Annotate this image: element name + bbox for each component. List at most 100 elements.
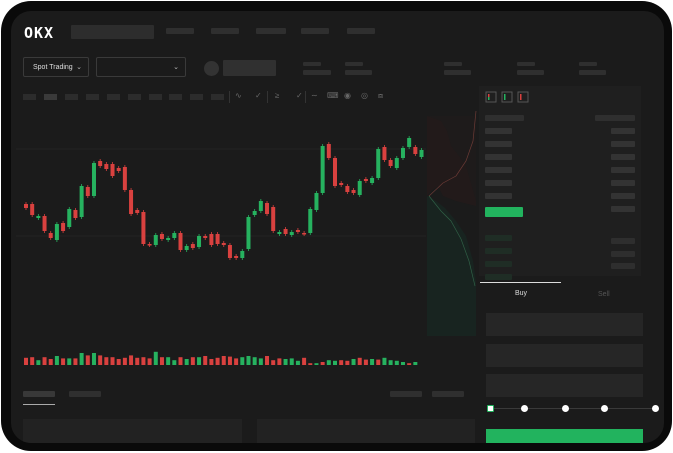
ask-row-amount[interactable] (611, 141, 635, 147)
timeframe-button[interactable] (149, 94, 162, 100)
candle-body (141, 212, 146, 244)
nav-item[interactable] (256, 28, 286, 34)
filter-button[interactable] (432, 391, 464, 397)
timeframe-button[interactable] (169, 94, 182, 100)
ask-row-price[interactable] (485, 128, 512, 134)
candlestick-chart[interactable] (11, 101, 481, 391)
nav-item[interactable] (301, 28, 329, 34)
line-tool-icon[interactable]: ∼ (311, 91, 318, 100)
timeframe-button[interactable] (190, 94, 203, 100)
amount-input[interactable] (486, 344, 643, 367)
ask-row-price[interactable] (485, 180, 512, 186)
candle-body (326, 144, 331, 158)
fullscreen-icon[interactable]: ⧈ (378, 91, 384, 100)
search-bar[interactable] (71, 25, 154, 39)
bid-row-price[interactable] (485, 261, 512, 267)
tab-buy[interactable]: Buy (515, 290, 528, 297)
tab-open-orders[interactable] (23, 391, 55, 397)
timeframe-button-active[interactable] (44, 94, 57, 100)
ask-row-amount[interactable] (611, 193, 635, 199)
candle (153, 233, 158, 247)
volume-bar (413, 362, 418, 365)
candle-body (221, 243, 226, 245)
nav-item[interactable] (211, 28, 239, 34)
candle-body (104, 164, 109, 169)
ask-row-amount[interactable] (611, 128, 635, 134)
pair-selector-dropdown[interactable]: ⌄ (96, 57, 186, 77)
bid-row-amount[interactable] (611, 238, 635, 244)
candle-body (234, 256, 239, 258)
candle (221, 241, 226, 247)
filter-button[interactable] (390, 391, 422, 397)
candle (73, 208, 78, 220)
candle (345, 184, 350, 194)
indicator-icon[interactable]: ∿ (235, 91, 242, 100)
bid-row-amount[interactable] (611, 251, 635, 257)
candle (302, 231, 307, 236)
timeframe-button[interactable] (211, 94, 224, 100)
nav-item[interactable] (347, 28, 375, 34)
book-asks-icon[interactable] (517, 91, 529, 103)
slider-handle[interactable] (487, 405, 494, 412)
book-bids-icon[interactable] (501, 91, 513, 103)
volume-bar (382, 357, 387, 365)
ask-row-amount[interactable] (611, 180, 635, 186)
chevron-down-icon[interactable]: ✓ (296, 91, 303, 100)
ask-row-price[interactable] (485, 154, 512, 160)
active-tab-underline (480, 282, 561, 283)
bid-row-amount[interactable] (611, 263, 635, 269)
candle-body (357, 181, 362, 195)
candle-body (178, 233, 183, 250)
timeframe-button[interactable] (107, 94, 120, 100)
settings-icon[interactable]: ◎ (361, 91, 368, 100)
candle (382, 145, 387, 162)
book-both-icon[interactable] (485, 91, 497, 103)
timeframe-button[interactable] (23, 94, 36, 100)
timeframe-button[interactable] (86, 94, 99, 100)
ask-row-amount[interactable] (611, 206, 635, 212)
slider-stop-75[interactable] (601, 405, 608, 412)
pair-price (223, 60, 276, 76)
tab-sell[interactable]: Sell (598, 291, 610, 298)
candle (190, 242, 195, 250)
volume-bar (178, 357, 183, 365)
candle-body (85, 187, 90, 196)
bid-row-price[interactable] (485, 235, 512, 241)
candle (104, 162, 109, 171)
slider-stop-25[interactable] (521, 405, 528, 412)
volume-bar (388, 360, 393, 365)
candle (394, 156, 399, 170)
price-input[interactable] (486, 313, 643, 336)
slider-stop-50[interactable] (562, 405, 569, 412)
price-type-icon[interactable]: ≥ (275, 91, 280, 100)
bid-row-price[interactable] (485, 248, 512, 254)
ask-row-price[interactable] (485, 141, 512, 147)
slider-stop-100[interactable] (652, 405, 659, 412)
ask-row-amount[interactable] (611, 154, 635, 160)
ask-row-price[interactable] (485, 193, 512, 199)
candle (85, 185, 90, 198)
candle-body (159, 234, 164, 239)
total-input[interactable] (486, 374, 643, 397)
ruler-icon[interactable]: ⌨ (327, 91, 339, 100)
ask-row-amount[interactable] (611, 167, 635, 173)
nav-item[interactable] (166, 28, 194, 34)
candle (61, 221, 66, 233)
timeframe-button[interactable] (65, 94, 78, 100)
candle (184, 244, 189, 252)
chevron-down-icon[interactable]: ✓ (255, 91, 262, 100)
candle (407, 136, 412, 149)
bid-row-price[interactable] (485, 274, 512, 280)
volume-bar (24, 357, 28, 365)
buy-submit-button[interactable] (486, 429, 643, 443)
candle (48, 231, 53, 240)
candle (333, 156, 337, 188)
timeframe-button[interactable] (128, 94, 141, 100)
slider-track[interactable] (491, 408, 656, 409)
tab-order-history[interactable] (69, 391, 101, 397)
ask-row-price[interactable] (485, 167, 512, 173)
volume-bar (326, 360, 331, 365)
spot-trading-dropdown[interactable]: Spot Trading ⌄ (23, 57, 89, 77)
candle (289, 230, 294, 237)
camera-icon[interactable]: ◉ (344, 91, 351, 100)
